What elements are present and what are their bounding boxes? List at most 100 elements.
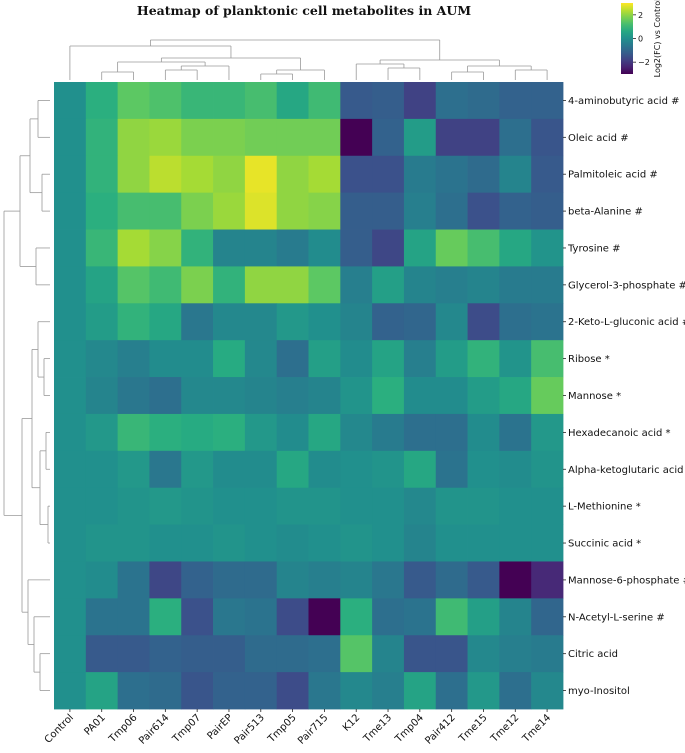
heatmap-cell: [54, 118, 87, 157]
heatmap-cell: [54, 266, 87, 304]
column-label: Pair513: [232, 712, 266, 746]
heatmap-cell: [54, 635, 87, 673]
heatmap-cell: [244, 598, 278, 636]
heatmap-cell: [213, 524, 246, 562]
heatmap-cell: [181, 561, 214, 599]
row-label: myo-Inositol: [568, 686, 630, 697]
heatmap-cell: [117, 266, 150, 304]
heatmap-cell: [403, 266, 437, 304]
heatmap-cell: [499, 266, 532, 304]
heatmap-cell: [435, 229, 468, 267]
heatmap-cell: [308, 118, 341, 157]
heatmap-cell: [435, 377, 468, 415]
heatmap-cell: [403, 672, 437, 710]
heatmap-cell: [531, 155, 564, 194]
column-label: Tme14: [520, 712, 553, 745]
heatmap-cell: [149, 192, 182, 230]
heatmap-cell: [149, 672, 182, 710]
heatmap-cell: [531, 561, 564, 599]
heatmap-cell: [149, 413, 182, 452]
heatmap-cell: [181, 598, 214, 636]
row-label: Alpha-ketoglutaric acid *: [568, 465, 685, 476]
heatmap-cell: [435, 266, 468, 304]
heatmap-cell: [244, 487, 278, 525]
heatmap-cell: [117, 598, 150, 636]
heatmap-cell: [435, 598, 468, 636]
heatmap-cell: [531, 377, 564, 415]
heatmap-cell: [85, 635, 119, 673]
heatmap-cell: [308, 340, 341, 378]
heatmap-cell: [340, 82, 373, 120]
heatmap-cell: [213, 635, 246, 673]
heatmap-cell: [308, 192, 341, 230]
heatmap-cell: [308, 672, 341, 710]
heatmap-cell: [467, 377, 500, 415]
heatmap-cell: [435, 672, 468, 710]
heatmap-cell: [244, 413, 278, 452]
heatmap-cell: [531, 524, 564, 562]
heatmap-cell: [85, 82, 119, 120]
heatmap-cell: [308, 377, 341, 415]
heatmap-cell: [85, 377, 119, 415]
heatmap-cell: [117, 82, 150, 120]
heatmap-cell: [499, 192, 532, 230]
heatmap-cell: [403, 377, 437, 415]
heatmap-cell: [85, 155, 119, 194]
heatmap-cell: [372, 487, 405, 525]
heatmap-cell: [181, 266, 214, 304]
heatmap-cell: [467, 155, 500, 194]
heatmap-cell: [308, 229, 341, 267]
heatmap-cell: [85, 229, 119, 267]
column-label: Tme13: [361, 712, 394, 745]
heatmap-cell: [403, 155, 437, 194]
heatmap-cell: [308, 413, 341, 452]
heatmap-cell: [372, 635, 405, 673]
heatmap-cell: [372, 561, 405, 599]
heatmap-cell: [276, 561, 309, 599]
heatmap-cell: [181, 303, 214, 341]
heatmap-cell: [499, 672, 532, 710]
heatmap-cell: [244, 303, 278, 341]
heatmap-cell: [276, 340, 309, 378]
heatmap-cell: [117, 487, 150, 525]
column-label: Control: [43, 712, 76, 745]
heatmap-cell: [531, 303, 564, 341]
heatmap-cell: [276, 450, 309, 489]
heatmap-cell: [467, 266, 500, 304]
heatmap-cell: [117, 524, 150, 562]
heatmap-cell: [117, 340, 150, 378]
heatmap-cell: [531, 635, 564, 673]
heatmap-cell: [499, 635, 532, 673]
heatmap-cell: [276, 118, 309, 157]
heatmap-cell: [467, 524, 500, 562]
heatmap-cell: [85, 340, 119, 378]
heatmap-cell: [435, 303, 468, 341]
heatmap-cell: [276, 229, 309, 267]
heatmap-cell: [372, 377, 405, 415]
heatmap-cell: [499, 524, 532, 562]
heatmap-cell: [276, 377, 309, 415]
heatmap-cell: [181, 340, 214, 378]
heatmap-cell: [213, 266, 246, 304]
heatmap-cell: [149, 155, 182, 194]
heatmap-cell: [435, 487, 468, 525]
heatmap-cell: [403, 487, 437, 525]
heatmap-cell: [403, 118, 437, 157]
column-label: Tme12: [488, 712, 521, 745]
column-dendrogram: [69, 39, 548, 80]
column-label: Tmp05: [266, 712, 299, 745]
heatmap-cell: [403, 340, 437, 378]
heatmap-cell: [85, 524, 119, 562]
heatmap-cell: [340, 413, 373, 452]
heatmap-cell: [181, 450, 214, 489]
heatmap-cell: [403, 82, 437, 120]
column-label: K12: [341, 712, 362, 733]
heatmap-cell: [372, 303, 405, 341]
heatmap-cell: [372, 266, 405, 304]
heatmap-cell: [403, 524, 437, 562]
heatmap-cell: [531, 450, 564, 489]
heatmap-cell: [499, 340, 532, 378]
heatmap-cell: [54, 487, 87, 525]
heatmap-cell: [499, 598, 532, 636]
heatmap-cell: [85, 192, 119, 230]
